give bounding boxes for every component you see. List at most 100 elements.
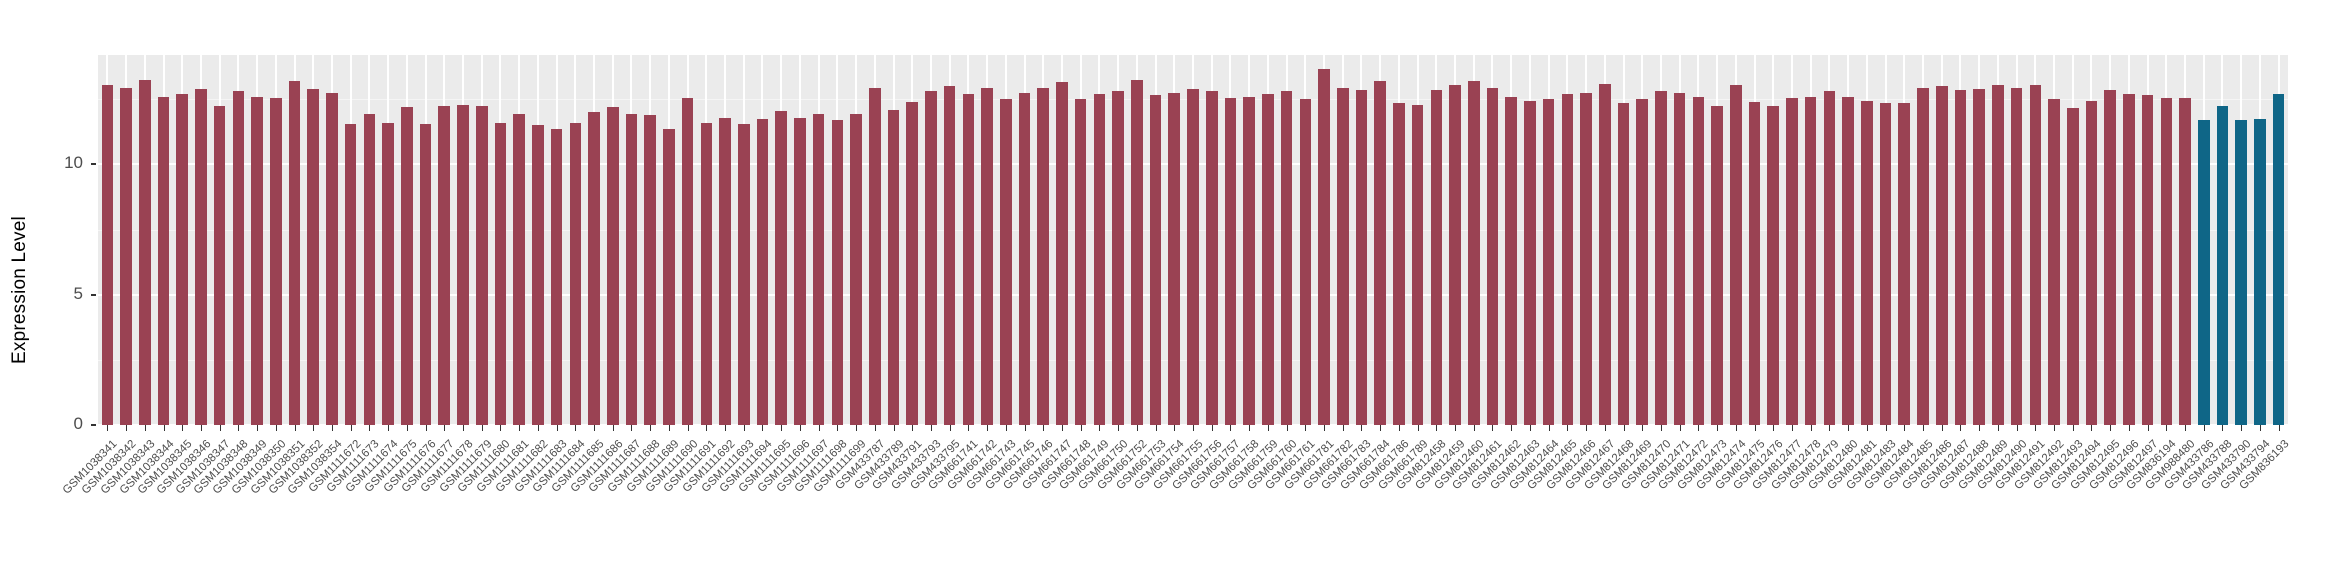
bar xyxy=(981,87,993,425)
x-axis-tick-mark xyxy=(1267,425,1269,431)
bar xyxy=(2029,84,2042,425)
x-axis-tick-mark xyxy=(1885,425,1887,431)
x-axis-tick-mark xyxy=(313,425,315,431)
x-axis-tick-mark xyxy=(1005,425,1007,431)
x-axis-tick-mark xyxy=(1211,425,1213,431)
x-axis-tick-mark xyxy=(1754,425,1756,431)
bar xyxy=(569,122,582,425)
x-axis-tick-mark xyxy=(1193,425,1194,431)
x-axis-tick-mark xyxy=(1492,425,1494,431)
bar xyxy=(1786,98,1798,425)
bar xyxy=(1617,103,1630,425)
bar xyxy=(794,117,806,425)
bar xyxy=(1430,90,1443,425)
x-axis-tick-mark xyxy=(1324,425,1326,431)
bar xyxy=(120,87,132,425)
x-axis-tick-mark xyxy=(1717,425,1719,431)
bar xyxy=(906,101,919,425)
bar xyxy=(2216,105,2229,425)
x-axis-tick-mark xyxy=(182,425,184,431)
y-axis-tick-mark xyxy=(91,424,96,426)
bar xyxy=(419,124,432,425)
x-axis-tick-mark xyxy=(1455,425,1457,431)
y-axis-tick-mark xyxy=(91,293,96,296)
bar xyxy=(1262,94,1274,425)
x-axis-tick-mark xyxy=(987,425,989,431)
x-axis-tick-mark xyxy=(2259,425,2261,431)
x-axis-tick-mark xyxy=(1548,425,1550,431)
bar xyxy=(1954,90,1967,425)
x-axis-tick-mark xyxy=(1061,425,1063,431)
bar xyxy=(1692,96,1705,425)
x-axis-tick-mark xyxy=(463,425,464,431)
x-axis-tick-mark xyxy=(706,425,708,431)
bar xyxy=(2235,120,2247,425)
bar xyxy=(1411,104,1424,425)
bar xyxy=(1280,91,1293,425)
bar xyxy=(1486,87,1499,425)
x-axis-tick-mark xyxy=(1080,425,1082,431)
x-axis-tick-mark xyxy=(2110,425,2112,431)
bar xyxy=(1842,96,1854,425)
x-axis-tick-mark xyxy=(331,425,333,431)
x-axis-tick-mark xyxy=(2147,425,2149,431)
bar xyxy=(1018,92,1031,425)
x-axis-tick-mark xyxy=(893,425,895,431)
x-axis-tick-mark xyxy=(2241,425,2243,431)
bar xyxy=(1056,82,1068,425)
x-axis-tick-mark xyxy=(1866,425,1868,431)
bar xyxy=(2123,94,2135,425)
y-axis-tick-label: 0 xyxy=(73,414,83,433)
x-axis-tick-mark xyxy=(968,425,970,431)
bar xyxy=(962,94,975,425)
x-axis-tick-mark xyxy=(725,425,727,431)
x-axis-tick-mark xyxy=(818,425,820,431)
bar xyxy=(2160,98,2173,425)
bar xyxy=(494,122,507,425)
x-axis-tick-mark xyxy=(687,425,689,431)
x-axis-tick-mark xyxy=(406,425,408,431)
x-axis-tick-mark xyxy=(163,425,165,431)
x-axis-tick-mark xyxy=(500,425,502,431)
bar xyxy=(831,120,844,425)
bar xyxy=(1561,94,1574,425)
x-axis-tick-mark xyxy=(2072,425,2074,431)
bar xyxy=(1187,88,1199,425)
x-axis-tick-mark xyxy=(949,425,951,431)
x-axis-tick-mark xyxy=(1361,425,1363,431)
bar xyxy=(2179,98,2191,425)
x-axis-tick-mark xyxy=(594,425,596,431)
bar xyxy=(625,113,638,425)
bar xyxy=(1299,99,1312,425)
x-axis-tick-mark xyxy=(481,425,483,431)
x-axis-tick-mark xyxy=(1118,425,1120,431)
bar xyxy=(1467,81,1480,425)
x-axis-tick-mark xyxy=(2278,425,2280,431)
bar xyxy=(1655,91,1667,425)
x-axis-tick-mark xyxy=(350,425,352,431)
bar xyxy=(700,122,713,425)
bar xyxy=(513,113,525,425)
bar xyxy=(2085,100,2098,425)
x-axis-tick-mark xyxy=(668,425,670,431)
bar-series xyxy=(98,55,2288,425)
x-axis-tick-mark xyxy=(275,425,277,431)
bar xyxy=(1580,92,1592,425)
bar xyxy=(1973,88,1985,425)
bar xyxy=(1131,79,1143,425)
x-axis-tick-mark xyxy=(144,425,146,431)
bar xyxy=(1730,84,1742,425)
bar xyxy=(2272,94,2285,425)
bar xyxy=(1917,87,1929,425)
x-axis-tick-mark xyxy=(1791,425,1793,431)
x-axis-tick-mark xyxy=(126,425,128,431)
bar xyxy=(1000,99,1012,425)
x-axis-tick-mark xyxy=(2091,425,2093,431)
x-axis-tick-mark xyxy=(781,425,783,431)
x-axis-tick-mark xyxy=(1941,425,1943,431)
bar xyxy=(887,109,900,425)
bar xyxy=(1524,100,1536,425)
x-axis-tick-mark xyxy=(537,425,539,431)
bar xyxy=(1093,94,1106,425)
x-axis-tick-mark xyxy=(874,425,876,431)
